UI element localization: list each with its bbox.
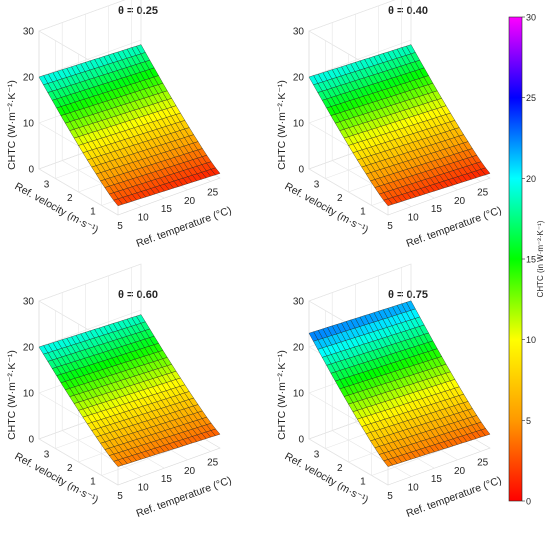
panel-title: θ = 0.60	[118, 289, 158, 301]
z-tick-label: 0	[298, 435, 304, 446]
z-tick-label: 30	[23, 297, 35, 308]
z-tick-label: 0	[298, 165, 304, 176]
colorbar-gradient	[508, 16, 523, 502]
x-axis-label: Ref. temperature (°C)	[135, 204, 234, 250]
x-tick-label: 25	[207, 457, 219, 468]
y-tick-label: 2	[337, 193, 343, 204]
z-tick-label: 0	[28, 435, 34, 446]
x-tick-label: 25	[477, 457, 489, 468]
z-axis-label: CHTC (W·m⁻²·K⁻¹)	[276, 80, 288, 170]
colorbar: 0 5 10 15 20 25 30 CHTC (in W·m⁻²·K⁻¹)	[508, 13, 545, 507]
x-tick-label: 20	[184, 196, 196, 207]
x-tick-label: 25	[207, 187, 219, 198]
y-tick-label: 2	[67, 193, 73, 204]
x-tick-label: 15	[431, 204, 443, 215]
y-tick-label: 3	[44, 180, 50, 191]
x-tick-label: 20	[454, 196, 466, 207]
panel-theta-0-25: θ = 0.25 0 10 20 30 1 2 3 5 10 15 20 25 CHTC (W·m⁻²…	[6, 0, 233, 250]
z-axis-label: CHTC (W·m⁻²·K⁻¹)	[6, 350, 18, 440]
x-axis-label: Ref. temperature (°C)	[405, 474, 504, 520]
colorbar-tick-label: 20	[526, 174, 536, 184]
y-tick-label: 1	[360, 477, 366, 488]
x-tick-label: 15	[161, 204, 173, 215]
z-tick-label: 30	[23, 27, 35, 38]
colorbar-tick-label: 10	[526, 335, 536, 345]
x-tick-label: 25	[477, 187, 489, 198]
x-axis-label: Ref. temperature (°C)	[135, 474, 234, 520]
y-tick-label: 1	[90, 477, 96, 488]
x-tick-label: 10	[408, 483, 420, 494]
panel-theta-0-60: θ = 0.60 0 10 20 30 1 2 3 5 10 15 20 25 CHTC (W·m⁻²…	[6, 263, 234, 520]
panel-title: θ = 0.75	[388, 289, 428, 301]
surface-patch	[210, 428, 221, 436]
x-tick-label: 5	[117, 221, 123, 232]
x-tick-label: 5	[387, 221, 393, 232]
panel-title: θ = 0.25	[118, 5, 158, 17]
panel-title: θ = 0.40	[388, 5, 428, 17]
colorbar-label: CHTC (in W·m⁻²·K⁻¹)	[536, 220, 545, 297]
z-tick-label: 30	[293, 297, 305, 308]
colorbar-tick-label: 15	[526, 255, 536, 265]
colorbar-tick-label: 25	[526, 93, 536, 103]
x-tick-label: 10	[138, 213, 150, 224]
x-axis-label: Ref. temperature (°C)	[405, 204, 504, 250]
y-tick-label: 2	[337, 463, 343, 474]
x-tick-label: 5	[117, 491, 123, 502]
y-tick-label: 3	[314, 180, 320, 191]
y-tick-label: 3	[314, 450, 320, 461]
x-tick-label: 20	[454, 466, 466, 477]
surface-patch	[480, 167, 491, 176]
panel-theta-0-75: θ = 0.75 0 10 20 30 1 2 3 5 10 15 20 25 CHTC (W·m⁻²…	[276, 263, 504, 520]
z-tick-label: 20	[23, 73, 35, 84]
colorbar-tick-label: 0	[526, 497, 531, 507]
z-tick-label: 10	[23, 119, 35, 130]
x-tick-label: 20	[184, 466, 196, 477]
z-tick-label: 30	[293, 27, 305, 38]
z-tick-label: 10	[293, 389, 305, 400]
z-tick-label: 10	[293, 119, 305, 130]
x-tick-label: 15	[161, 474, 173, 485]
z-tick-label: 20	[293, 73, 305, 84]
y-tick-label: 1	[360, 207, 366, 218]
colorbar-tick-label: 5	[526, 416, 531, 426]
z-axis-label: CHTC (W·m⁻²·K⁻¹)	[6, 80, 18, 170]
x-tick-label: 5	[387, 491, 393, 502]
surface-patch	[210, 167, 221, 176]
z-tick-label: 20	[293, 343, 305, 354]
z-tick-label: 0	[28, 165, 34, 176]
x-tick-label: 15	[431, 474, 443, 485]
x-tick-label: 10	[138, 483, 150, 494]
colorbar-tick-label: 30	[526, 13, 536, 23]
x-gridline	[308, 301, 389, 486]
z-axis-label: CHTC (W·m⁻²·K⁻¹)	[276, 350, 288, 440]
y-tick-label: 3	[44, 450, 50, 461]
x-tick-label: 10	[408, 213, 420, 224]
z-tick-label: 20	[23, 343, 35, 354]
y-tick-label: 1	[90, 207, 96, 218]
y-tick-label: 2	[67, 463, 73, 474]
surface-patch	[480, 428, 491, 436]
panel-theta-0-40: θ = 0.40 0 10 20 30 1 2 3 5 10 15 20 25 CHTC (W·m⁻²…	[276, 0, 503, 250]
z-tick-label: 10	[23, 389, 35, 400]
